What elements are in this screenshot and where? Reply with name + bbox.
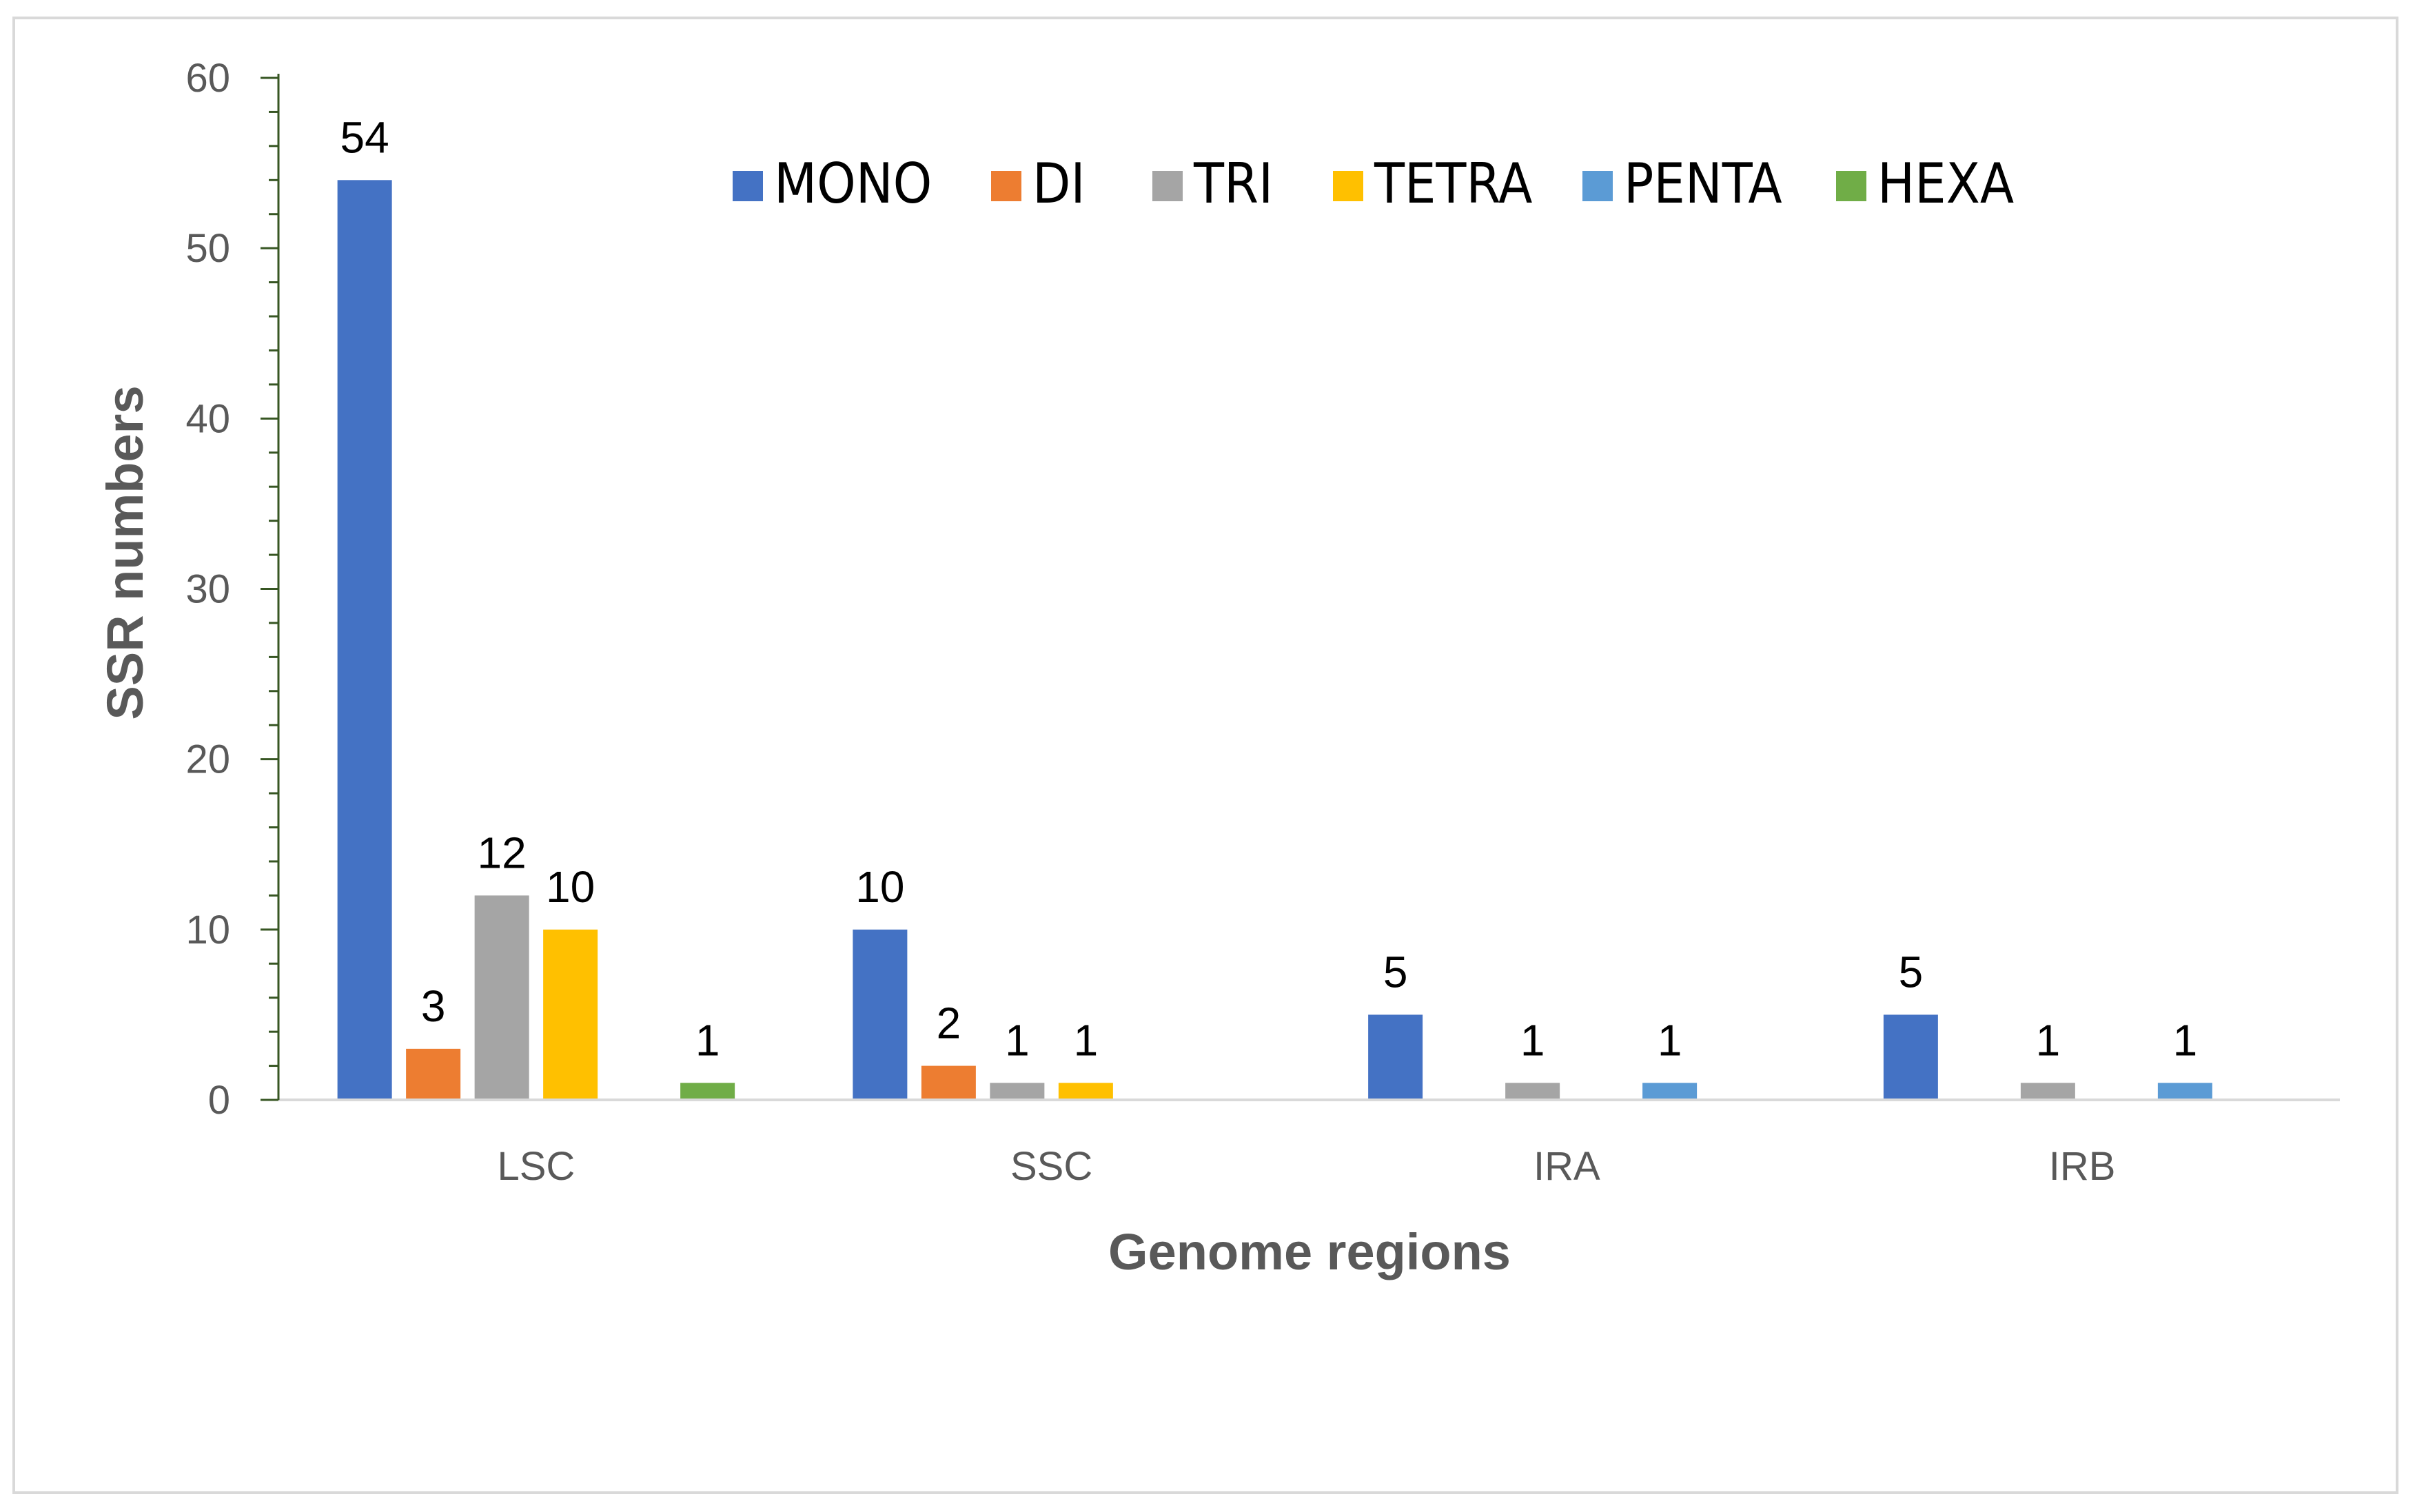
y-tick-label: 20 — [185, 737, 230, 782]
legend-swatch-tetra — [1333, 171, 1363, 201]
x-tick-label-lsc: LSC — [497, 1144, 575, 1189]
y-axis-title: SSR numbers — [96, 385, 154, 719]
bar-tri-ira — [1505, 1083, 1560, 1100]
y-tick-label: 40 — [185, 396, 230, 441]
bar-mono-lsc — [337, 180, 392, 1100]
y-tick-label: 10 — [185, 908, 230, 952]
bar-tri-irb — [2020, 1083, 2075, 1100]
data-label-tri-ira: 1 — [1520, 1015, 1545, 1065]
legend-swatch-mono — [733, 171, 763, 201]
data-label-mono-ssc: 10 — [855, 862, 904, 912]
bar-penta-ira — [1642, 1083, 1698, 1100]
x-tick-label-ira: IRA — [1533, 1144, 1600, 1189]
y-tick-label: 30 — [185, 567, 230, 612]
data-label-mono-ira: 5 — [1383, 947, 1408, 997]
x-tick-label-irb: IRB — [2049, 1144, 2116, 1189]
data-label-tri-irb: 1 — [2036, 1015, 2061, 1065]
chart-frame — [12, 17, 2398, 1494]
bar-hexa-lsc — [680, 1083, 735, 1100]
y-tick-label: 0 — [208, 1078, 230, 1123]
bar-di-lsc — [406, 1048, 461, 1100]
data-label-mono-lsc: 54 — [340, 112, 389, 162]
bar-tri-lsc — [474, 895, 529, 1100]
data-label-hexa-lsc: 1 — [695, 1015, 720, 1065]
bar-tri-ssc — [990, 1083, 1045, 1100]
bar-di-ssc — [921, 1065, 976, 1100]
data-label-tri-lsc: 12 — [478, 828, 527, 877]
bar-tetra-ssc — [1058, 1083, 1113, 1100]
legend-label-hexa: HEXA — [1877, 152, 2014, 216]
bar-mono-irb — [1883, 1014, 1938, 1100]
legend-label-mono: MONO — [774, 152, 932, 216]
x-axis-title: Genome regions — [1108, 1223, 1511, 1280]
data-label-penta-irb: 1 — [2173, 1015, 2198, 1065]
data-label-tetra-lsc: 10 — [546, 862, 595, 912]
legend-swatch-di — [991, 171, 1021, 201]
legend-label-tri: TRI — [1193, 152, 1273, 216]
y-tick-label: 50 — [185, 226, 230, 271]
y-tick-label: 60 — [185, 56, 230, 101]
x-tick-label-ssc: SSC — [1010, 1144, 1092, 1189]
legend-swatch-penta — [1582, 171, 1613, 201]
legend-label-tetra: TETRA — [1374, 152, 1532, 216]
bar-mono-ira — [1368, 1014, 1423, 1100]
bar-mono-ssc — [853, 929, 908, 1100]
legend-swatch-hexa — [1836, 171, 1866, 201]
legend-label-penta: PENTA — [1624, 152, 1782, 216]
legend-swatch-tri — [1152, 171, 1183, 201]
bar-tetra-lsc — [543, 929, 598, 1100]
data-label-di-lsc: 3 — [421, 981, 446, 1031]
data-label-penta-ira: 1 — [1658, 1015, 1682, 1065]
data-label-mono-irb: 5 — [1899, 947, 1924, 997]
legend-label-di: DI — [1032, 152, 1086, 216]
data-label-tetra-ssc: 1 — [1074, 1015, 1099, 1065]
bar-penta-irb — [2157, 1083, 2212, 1100]
data-label-tri-ssc: 1 — [1005, 1015, 1030, 1065]
data-label-di-ssc: 2 — [937, 999, 961, 1048]
